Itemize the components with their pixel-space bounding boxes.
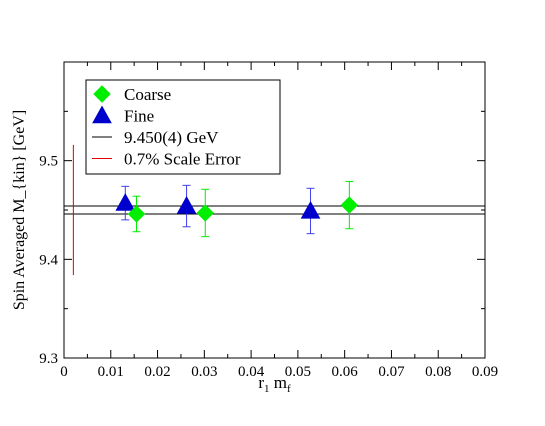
- legend-fine-symbol: [92, 105, 112, 124]
- legend: Coarse Fine 9.450(4) GeV 0.7% Scale Error: [85, 79, 281, 175]
- legend-box: [85, 79, 281, 175]
- x-tick-label: 0.04: [238, 364, 265, 380]
- coarse-point: [196, 204, 214, 222]
- x-tick-label: 0.03: [191, 364, 217, 380]
- fine-point: [115, 193, 136, 211]
- legend-label: Coarse: [124, 85, 171, 104]
- legend-label: 9.450(4) GeV: [124, 128, 219, 147]
- x-axis-title-sub1: 1: [264, 383, 270, 395]
- y-tick-label: 9.5: [39, 154, 58, 170]
- x-tick-label: 0.09: [472, 364, 498, 380]
- x-axis: 0 0.01 0.02 0.03 0.04 0.05 0.06 0.07 0.08 0.09: [60, 62, 498, 380]
- y-axis-title: Spin Averaged M_{kin} [GeV]: [11, 110, 28, 310]
- x-tick-label: 0.07: [378, 364, 405, 380]
- x-tick-label: 0.05: [285, 364, 311, 380]
- y-tick-label: 9.3: [39, 351, 58, 367]
- coarse-point: [127, 205, 146, 223]
- x-axis-title-sub2: f: [287, 383, 291, 395]
- x-tick-label: 0.06: [332, 364, 359, 380]
- x-tick-label: 0.08: [425, 364, 451, 380]
- x-axis-title-mid: m: [270, 373, 287, 392]
- fine-point: [176, 196, 197, 214]
- legend-label: Fine: [124, 107, 154, 126]
- x-tick-label: 0.01: [98, 364, 124, 380]
- legend-label: 0.7% Scale Error: [124, 150, 241, 169]
- plot-marks: [64, 144, 485, 276]
- coarse-point: [340, 196, 359, 214]
- legend-coarse-symbol: [93, 85, 111, 103]
- y-axis: 9.3 9.4 9.5: [39, 61, 485, 367]
- x-axis-title-main: r: [258, 373, 264, 392]
- x-tick-label: 0: [60, 364, 68, 380]
- x-axis-title: r1 mf: [258, 373, 291, 395]
- x-tick-label: 0.02: [144, 364, 170, 380]
- y-tick-label: 9.4: [39, 252, 58, 268]
- fine-point: [300, 200, 321, 219]
